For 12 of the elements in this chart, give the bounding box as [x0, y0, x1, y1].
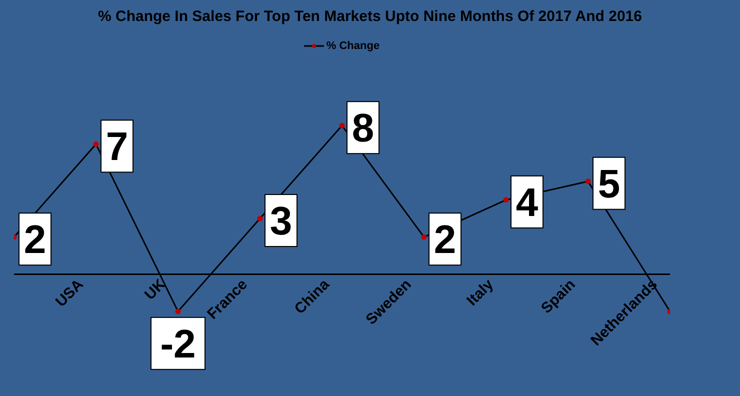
legend-label: % Change	[325, 40, 380, 52]
data-label: -2	[160, 322, 196, 366]
x-tick-label: UK	[141, 276, 169, 304]
data-label: 7	[106, 125, 128, 170]
data-label: 5	[598, 162, 620, 206]
data-label: 2	[24, 218, 46, 262]
chart-title: % Change In Sales For Top Ten Markets Upto Nine Months Of 2017 And 2016	[97, 8, 643, 25]
data-label: 8	[352, 106, 374, 151]
data-label: 2	[434, 218, 456, 262]
data-label: 3	[270, 200, 292, 244]
x-tick-label: USA	[52, 276, 87, 310]
data-label: 4	[516, 180, 539, 225]
